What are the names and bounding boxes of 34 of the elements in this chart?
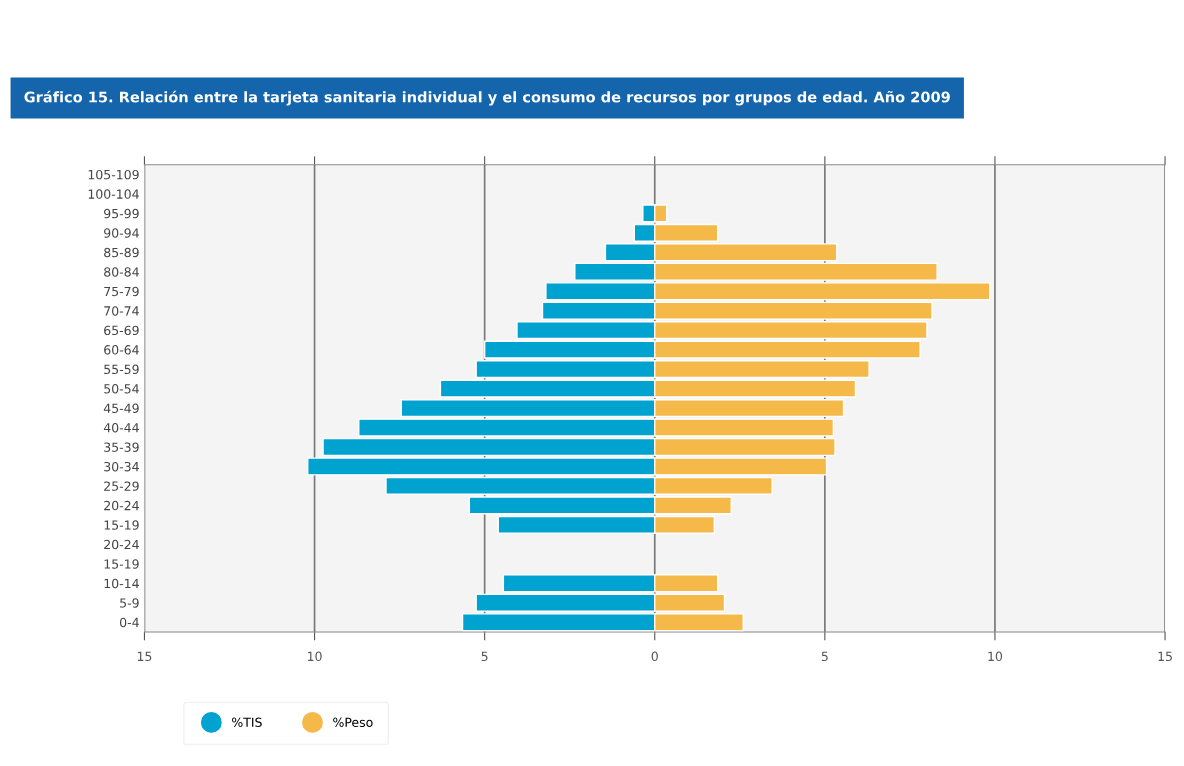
legend-label: %Peso [333,717,373,728]
y-tick-label: 30-34 [104,461,139,472]
legend-label: %TIS [232,717,262,728]
x-tick-label: 0 [651,651,658,662]
y-tick-label: 50-54 [104,384,139,394]
x-tick-label: 5 [821,651,828,662]
x-tick-label: 10 [988,651,1003,662]
y-tick-label: 0-4 [120,617,139,628]
y-tick-label: 65-69 [104,325,139,336]
x-tick-label: 5 [481,651,488,662]
y-tick-label: 25-29 [104,481,139,491]
y-tick-label: 60-64 [104,345,139,355]
y-tick-label: 15-19 [104,520,139,530]
y-tick-label: 90-94 [104,228,139,238]
y-tick-label: 45-49 [103,403,139,413]
x-tick-label: 15 [1158,651,1172,662]
y-tick-label: 40-44 [103,423,139,433]
y-tick-label: 95-99 [104,208,139,219]
y-tick-label: 80-84 [104,267,139,277]
y-tick-label: 10-14 [104,578,139,589]
y-tick-label: 70-74 [104,306,139,316]
y-tick-label: 5-9 [120,598,139,608]
y-tick-label: 15-19 [104,559,139,569]
chart-title: Gráfico 15. Relación entre la tarjeta sanitaria individual y el consumo de recursos por grupos de edad. Año 2009 [24,90,950,106]
y-tick-label: 20-24 [104,500,139,511]
y-tick-label: 85-89 [104,247,139,258]
y-tick-label: 105-109 [88,169,139,180]
y-tick-label: 20-24 [104,539,139,550]
y-tick-label: 35-39 [104,442,139,452]
x-tick-label: 10 [307,651,322,662]
y-tick-label: 75-79 [104,286,139,297]
y-tick-label: 100-104 [88,189,139,199]
x-tick-label: 15 [137,651,152,662]
y-tick-label: 55-59 [104,364,139,375]
